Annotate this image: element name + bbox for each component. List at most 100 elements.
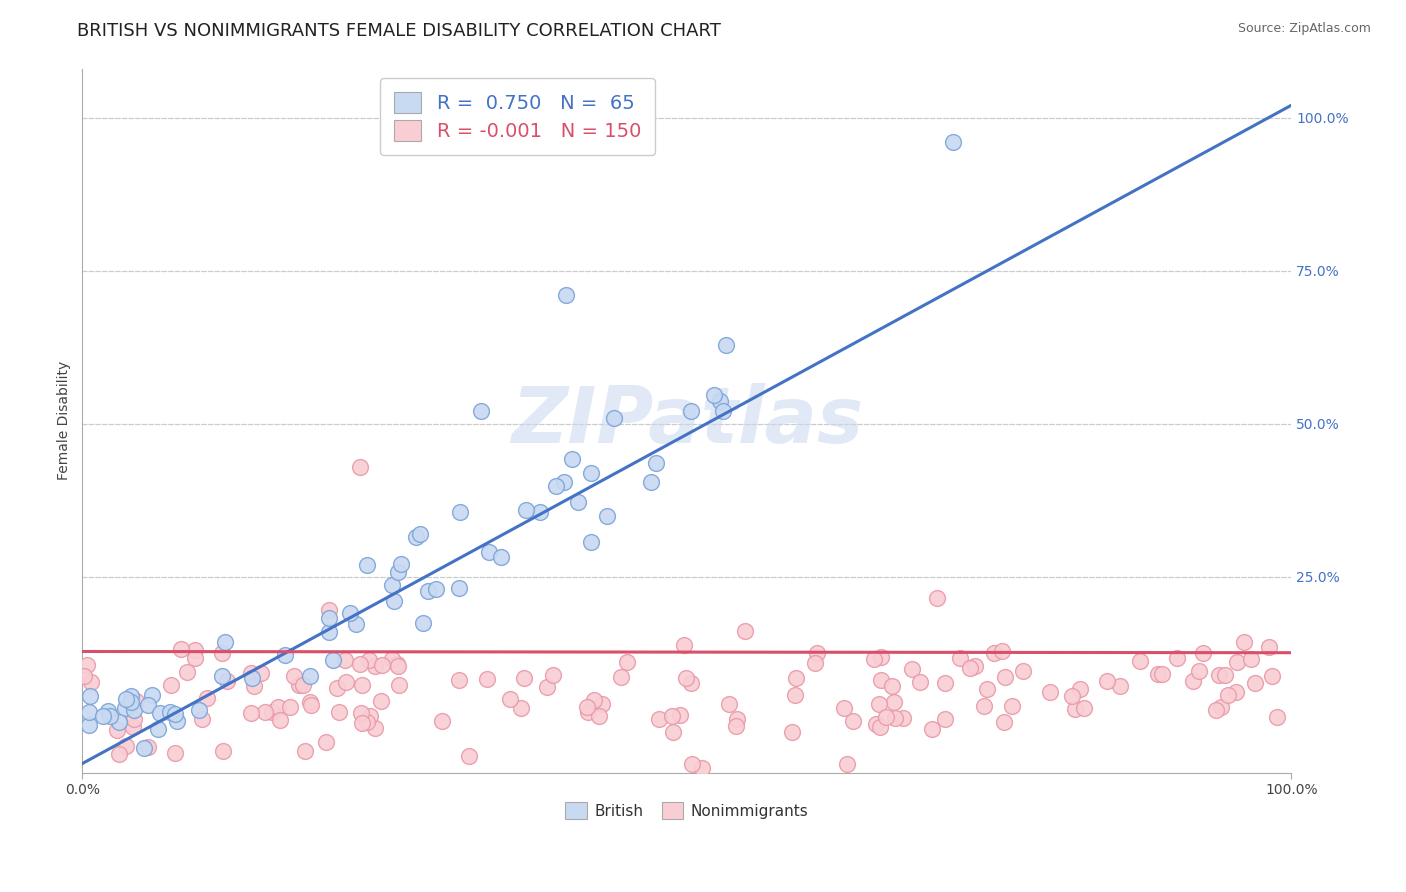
Point [239, 706, 262, 720]
Point [865, 717, 887, 731]
Point [499, 692, 522, 706]
Point [891, 711, 914, 725]
Point [725, 712, 748, 726]
Point [132, 741, 155, 756]
Point [515, 503, 537, 517]
Point [554, 288, 576, 302]
Point [98, 709, 121, 723]
Point [837, 756, 859, 771]
Point [973, 699, 995, 714]
Point [1192, 646, 1215, 660]
Point [176, 665, 198, 679]
Point [883, 694, 905, 708]
Point [349, 657, 371, 671]
Point [125, 694, 148, 708]
Point [870, 673, 893, 687]
Point [288, 677, 311, 691]
Point [298, 695, 321, 709]
Point [141, 688, 163, 702]
Point [1233, 635, 1256, 649]
Point [709, 394, 731, 409]
Point [211, 669, 233, 683]
Point [381, 652, 404, 666]
Point [120, 690, 142, 704]
Point [80, 675, 103, 690]
Point [409, 527, 432, 541]
Point [868, 697, 890, 711]
Point [363, 658, 385, 673]
Point [357, 652, 380, 666]
Point [120, 695, 142, 709]
Point [478, 545, 501, 559]
Point [983, 646, 1005, 660]
Point [785, 671, 807, 685]
Point [591, 697, 613, 711]
Point [582, 693, 605, 707]
Point [1097, 674, 1119, 689]
Point [214, 635, 236, 649]
Point [575, 700, 598, 714]
Point [703, 387, 725, 401]
Point [76, 657, 98, 672]
Point [553, 475, 575, 490]
Point [1188, 664, 1211, 678]
Point [780, 725, 803, 739]
Point [875, 710, 897, 724]
Point [239, 666, 262, 681]
Point [243, 679, 266, 693]
Point [318, 624, 340, 639]
Point [882, 679, 904, 693]
Point [344, 616, 367, 631]
Point [869, 720, 891, 734]
Point [804, 656, 827, 670]
Point [146, 722, 169, 736]
Point [1258, 640, 1281, 654]
Point [124, 703, 146, 717]
Point [356, 558, 378, 573]
Point [609, 669, 631, 683]
Point [603, 410, 626, 425]
Point [387, 566, 409, 580]
Point [114, 739, 136, 753]
Point [136, 740, 159, 755]
Point [77, 718, 100, 732]
Point [1001, 698, 1024, 713]
Point [1060, 689, 1083, 703]
Point [841, 714, 863, 728]
Point [579, 466, 602, 480]
Point [681, 757, 703, 772]
Point [278, 700, 301, 714]
Point [159, 678, 181, 692]
Point [1208, 668, 1230, 682]
Point [692, 761, 714, 775]
Point [785, 688, 807, 702]
Point [567, 494, 589, 508]
Point [714, 338, 737, 352]
Point [640, 475, 662, 489]
Point [364, 721, 387, 735]
Point [1152, 667, 1174, 681]
Point [149, 706, 172, 720]
Point [1215, 667, 1237, 681]
Point [1064, 702, 1087, 716]
Point [267, 699, 290, 714]
Point [108, 747, 131, 762]
Point [166, 714, 188, 729]
Point [105, 723, 128, 738]
Point [212, 744, 235, 758]
Point [388, 678, 411, 692]
Point [949, 650, 972, 665]
Point [673, 638, 696, 652]
Text: Source: ZipAtlas.com: Source: ZipAtlas.com [1237, 22, 1371, 36]
Point [114, 701, 136, 715]
Point [1012, 664, 1035, 678]
Point [294, 744, 316, 758]
Point [184, 642, 207, 657]
Point [832, 701, 855, 715]
Point [1109, 679, 1132, 693]
Point [576, 705, 599, 719]
Point [675, 671, 697, 685]
Text: ZIPatlas: ZIPatlas [510, 383, 863, 458]
Point [288, 678, 311, 692]
Point [115, 692, 138, 706]
